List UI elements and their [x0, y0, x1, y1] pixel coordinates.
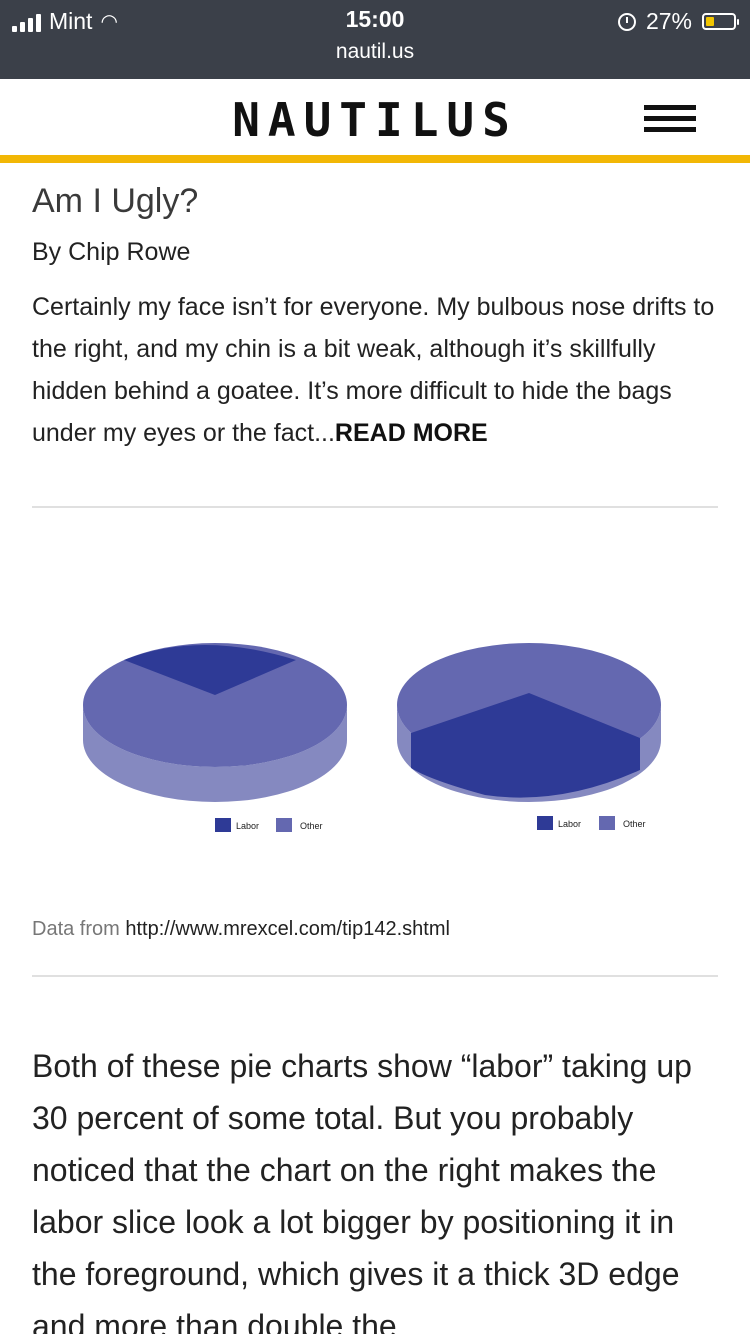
- signal-icon: [12, 12, 41, 32]
- wifi-icon: ◠: [100, 11, 118, 33]
- battery-percent: 27%: [645, 8, 692, 34]
- excerpt-text: Certainly my face isn’t for everyone. My…: [32, 293, 715, 447]
- status-right: 27%: [617, 8, 739, 35]
- pie-left-top-other: [83, 643, 347, 767]
- battery-icon: [702, 13, 739, 30]
- legend-swatch-labor: [537, 816, 553, 830]
- carrier-name: Mint: [49, 8, 93, 34]
- article-paragraph: Both of these pie charts show “labor” ta…: [32, 1048, 692, 1334]
- status-time: 15:00: [345, 6, 405, 32]
- figure-source: Data from http://www.mrexcel.com/tip142.…: [32, 918, 450, 941]
- alarm-icon: [617, 12, 636, 31]
- legend-swatch-other: [599, 816, 615, 830]
- pie-left-slice-labor: [124, 645, 296, 695]
- article-excerpt: Certainly my face isn’t for everyone. My…: [32, 286, 722, 454]
- legend-swatch-other: [276, 818, 292, 832]
- legend-label-other: Other: [623, 819, 646, 829]
- pie-right-legend: Labor Other: [537, 816, 646, 830]
- pie-chart-right: Labor Other: [397, 643, 661, 830]
- pie-left-legend: Labor Other: [215, 818, 323, 832]
- hamburger-menu-icon[interactable]: [644, 105, 696, 137]
- legend-label-other: Other: [300, 821, 323, 831]
- article-byline[interactable]: By Chip Rowe: [32, 238, 191, 266]
- address-bar[interactable]: nautil.us: [335, 40, 415, 63]
- article-title[interactable]: Am I Ugly?: [32, 182, 199, 220]
- source-label: Data from: [32, 918, 120, 940]
- pie-left-side: [83, 705, 347, 802]
- read-more-link[interactable]: READ MORE: [334, 419, 488, 447]
- pie-chart-left: Labor Other: [83, 643, 347, 832]
- divider-bottom: [32, 975, 718, 977]
- source-link[interactable]: http://www.mrexcel.com/tip142.shtml: [125, 918, 450, 940]
- pie-charts-figure: Labor Other Labor Other: [83, 643, 661, 832]
- legend-label-labor: Labor: [236, 821, 259, 831]
- carrier-info: Mint ◠: [12, 8, 118, 35]
- legend-label-labor: Labor: [558, 819, 581, 829]
- status-bar: Mint ◠ 15:00 nautil.us 27%: [0, 0, 750, 79]
- site-logo[interactable]: NAUTILUS: [232, 93, 518, 147]
- legend-swatch-labor: [215, 818, 231, 832]
- pie-right-slice-labor: [411, 693, 640, 798]
- divider-top: [32, 506, 718, 508]
- site-header: NAUTILUS: [0, 79, 750, 163]
